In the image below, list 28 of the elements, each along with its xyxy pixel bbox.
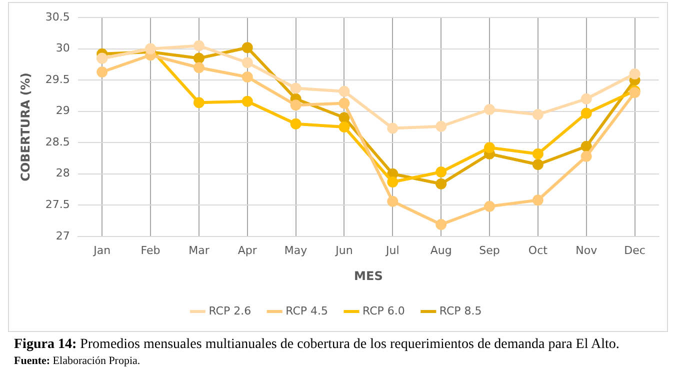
source-note: Fuente: Elaboración Propia. [14, 354, 142, 369]
x-tick-label: May [284, 244, 308, 257]
x-tick-label: Feb [140, 244, 160, 257]
y-tick-label: 30 [56, 42, 70, 55]
y-tick-label: 27.5 [45, 198, 70, 211]
x-tick-label: Apr [238, 244, 258, 257]
x-tick-label: Sep [479, 244, 500, 257]
x-tick-label: Nov [576, 244, 598, 257]
y-tick-label: 28.5 [45, 135, 70, 148]
legend-label: RCP 4.5 [286, 304, 328, 318]
x-tick-label: Mar [188, 244, 210, 257]
x-tick-label: Jun [334, 244, 353, 257]
y-tick-label: 27 [56, 229, 70, 242]
x-tick-label: Oct [528, 244, 548, 257]
x-tick-label: Jan [92, 244, 111, 257]
y-tick-label: 29 [56, 104, 70, 118]
x-tick-label: Jul [385, 244, 400, 257]
text: Figura 14: Promedios mensuales multianuales de cobertura de los requerimientos de demanda para El Alto. [14, 336, 620, 353]
legend-label: RCP 6.0 [362, 304, 405, 318]
x-axis-title: MES [354, 268, 383, 283]
legend-label: RCP 2.6 [208, 304, 252, 318]
y-axis-title: COBERTURA (%) [18, 72, 32, 182]
y-tick-label: 28 [56, 166, 70, 180]
x-tick-label: Aug [430, 244, 452, 257]
legend-label: RCP 8.5 [439, 304, 482, 318]
y-tick-label: 30.5 [45, 10, 70, 24]
y-tick-label: 29.5 [45, 72, 70, 86]
x-tick-label: Dec [624, 244, 646, 257]
